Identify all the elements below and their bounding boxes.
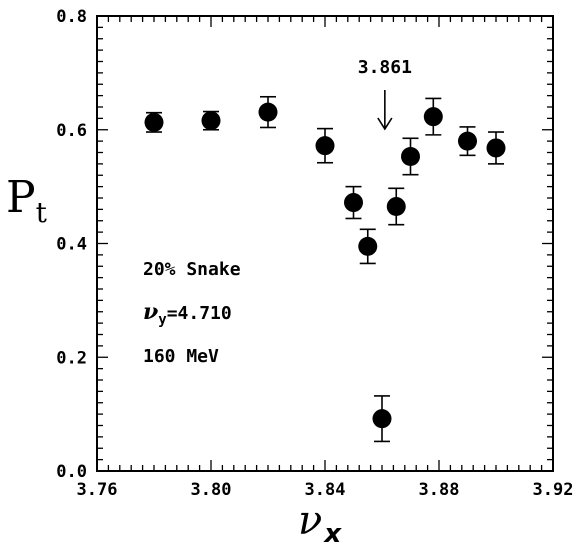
axis-ticks [96, 15, 554, 472]
data-point [315, 127, 335, 164]
data-marker [372, 409, 392, 429]
data-point [372, 395, 392, 443]
arrow-head [377, 117, 393, 131]
data-series [144, 95, 506, 443]
data-point [401, 137, 420, 176]
data-marker [315, 136, 335, 156]
y-tick-label: 0.4 [56, 235, 87, 255]
energy-annotation: 160 MeV [143, 346, 219, 367]
nuy-annotation: νy=4.710 [143, 299, 232, 328]
data-point [144, 111, 164, 133]
data-marker [358, 236, 378, 256]
data-marker [423, 107, 443, 127]
data-point [386, 187, 406, 226]
data-marker [458, 131, 477, 151]
data-point [458, 126, 477, 157]
plot-frame [96, 15, 554, 472]
data-point [344, 185, 363, 220]
data-point [486, 131, 506, 165]
y-axis-title: Pt [6, 172, 48, 229]
x-tick-label: 3.80 [191, 480, 232, 500]
y-tick-label: 0.2 [56, 348, 87, 368]
resonance-label: 3.861 [358, 57, 412, 78]
data-marker [201, 111, 221, 131]
y-tick-label: 0.0 [56, 462, 87, 482]
resonance-arrow [377, 90, 393, 131]
x-tick-label: 3.92 [533, 480, 574, 500]
y-tick-label: 0.8 [56, 7, 87, 27]
axis-tick-labels: 3.76 3.80 3.84 3.88 3.92 0.0 0.2 0.4 0.6 0.8 [56, 7, 573, 500]
data-marker [258, 102, 278, 122]
data-point [258, 95, 278, 129]
x-tick-label: 3.88 [419, 480, 460, 500]
x-tick-label: 3.84 [305, 480, 346, 500]
y-tick-label: 0.6 [56, 121, 87, 141]
data-marker [486, 138, 506, 158]
x-axis-title: νx [298, 498, 342, 546]
data-marker [386, 197, 406, 217]
data-point [358, 228, 378, 265]
data-point [423, 97, 443, 136]
x-tick-label: 3.76 [77, 480, 118, 500]
data-marker [144, 112, 164, 132]
data-point [201, 110, 221, 131]
snake-annotation: 20% Snake [143, 259, 241, 280]
data-marker [401, 146, 420, 166]
data-marker [344, 193, 363, 213]
